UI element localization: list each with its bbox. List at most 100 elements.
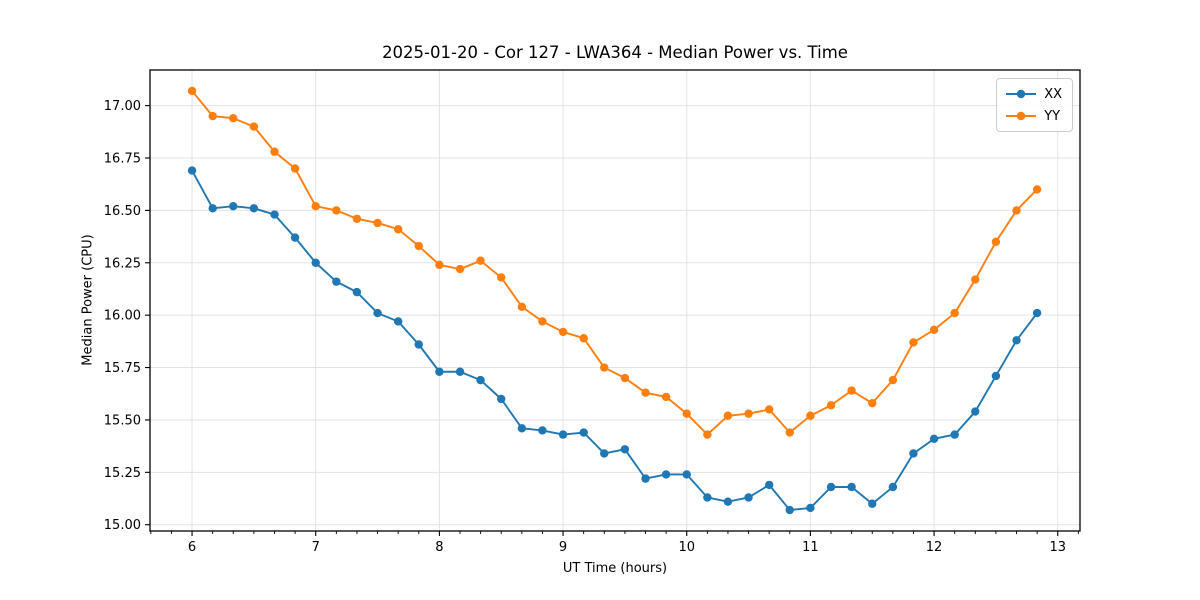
x-tick-label: 11 — [802, 540, 819, 555]
series-yy-point — [929, 325, 939, 335]
y-tick-label: 16.25 — [104, 256, 141, 271]
series-yy-point — [311, 202, 320, 211]
series-xx-point — [971, 407, 980, 416]
y-tick-label: 15.75 — [104, 361, 141, 376]
series-yy-point — [208, 111, 217, 121]
series-xx-point — [888, 482, 898, 492]
series-xx-point — [661, 470, 671, 479]
series-yy-point — [703, 430, 712, 439]
series-yy-point — [600, 363, 609, 372]
x-tick-label: 9 — [559, 540, 567, 555]
legend-label-yy: YY — [1044, 108, 1061, 124]
series-xx-point — [435, 367, 444, 376]
series-xx-point — [600, 449, 609, 458]
chart-title: 2025-01-20 - Cor 127 - LWA364 - Median P… — [382, 43, 848, 62]
series-yy-point — [661, 392, 671, 402]
x-tick-label: 6 — [188, 540, 196, 555]
series-xx-point — [249, 204, 259, 213]
series-yy-point — [765, 405, 774, 414]
series-xx-point — [208, 204, 217, 213]
series-xx-point — [620, 445, 630, 454]
series-xx-point — [414, 340, 423, 349]
series-yy-point — [187, 86, 197, 96]
series-xx-point — [311, 258, 320, 267]
series-yy-point — [414, 241, 423, 251]
x-tick-label: 8 — [435, 540, 443, 555]
series-xx-point — [579, 428, 588, 437]
series-yy-point — [476, 256, 485, 265]
series-yy-point — [641, 388, 650, 397]
series-xx-point — [497, 394, 506, 404]
series-yy-point — [744, 409, 753, 418]
y-tick-label: 15.50 — [104, 413, 141, 428]
series-xx-point — [703, 493, 712, 502]
series-yy-point — [455, 264, 465, 274]
series-xx-point — [991, 371, 1001, 381]
series-yy-point — [868, 398, 877, 408]
y-tick-label: 16.00 — [104, 309, 141, 324]
series-xx-point — [455, 367, 465, 376]
legend-item-yy: YY — [1005, 106, 1062, 126]
series-yy-point — [373, 218, 382, 228]
series-xx-point — [332, 277, 341, 286]
series-yy-point — [847, 386, 856, 395]
series-xx-point — [352, 287, 362, 297]
series-xx-point — [394, 317, 403, 326]
series-yy-point — [538, 317, 547, 326]
series-xx-point — [682, 470, 691, 479]
series-xx-point — [538, 426, 547, 435]
series-xx-point — [558, 430, 568, 439]
series-yy-point — [249, 122, 259, 131]
series-yy-point — [950, 308, 959, 318]
series-xx-point — [950, 430, 959, 439]
series-yy-point — [290, 164, 300, 173]
series-yy-point — [394, 225, 403, 234]
series-yy-point — [558, 327, 568, 337]
y-tick-label: 15.00 — [104, 518, 141, 533]
series-xx-point — [290, 233, 300, 242]
y-tick-label: 16.75 — [104, 152, 141, 167]
series-yy-point — [971, 275, 980, 284]
series-xx-line — [191, 169, 1039, 511]
series-yy-point — [270, 147, 279, 156]
series-xx-point — [270, 210, 279, 219]
series-xx-point — [187, 166, 197, 175]
series-yy-point — [888, 375, 898, 385]
series-yy-point — [1032, 185, 1042, 194]
legend-line-marker-yy-icon — [1006, 111, 1037, 121]
series-xx-point — [1032, 308, 1042, 318]
series-yy-point — [785, 428, 794, 437]
y-tick-label: 15.25 — [104, 466, 141, 481]
legend-item-xx: XX — [1005, 84, 1062, 104]
series-yy-point — [1012, 206, 1021, 215]
x-tick-label: 12 — [926, 540, 943, 555]
x-axis-label: UT Time (hours) — [562, 561, 668, 576]
series-yy-point — [517, 302, 527, 311]
series-yy-point — [332, 206, 341, 215]
series-xx-point — [806, 503, 815, 513]
y-tick-label: 16.50 — [104, 204, 141, 219]
series-yy-point — [723, 411, 733, 420]
legend: XX YY — [996, 78, 1073, 132]
series-yy-point — [497, 273, 506, 282]
series-xx-point — [785, 505, 794, 515]
series-yy-point — [909, 338, 918, 347]
series-xx-point — [476, 375, 485, 385]
series-xx-point — [847, 482, 856, 492]
legend-label-xx: XX — [1044, 86, 1062, 102]
series-xx-point — [723, 497, 733, 506]
series-yy-point — [435, 260, 444, 270]
series-yy-point — [806, 411, 815, 420]
series-xx-point — [868, 499, 877, 508]
series-xx-point — [1012, 336, 1021, 345]
series-yy-point — [229, 113, 238, 123]
series-yy-point — [826, 401, 836, 410]
series-xx-point — [929, 434, 939, 443]
series-yy-point — [991, 237, 1001, 247]
series-xx-point — [229, 202, 238, 211]
series-xx-point — [373, 308, 382, 318]
axes-spines — [149, 69, 1081, 532]
x-tick-label: 7 — [312, 540, 320, 555]
